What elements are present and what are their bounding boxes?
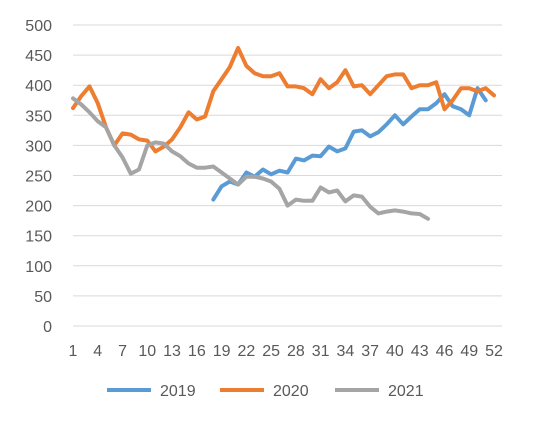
x-tick-label: 25 <box>262 343 280 360</box>
x-tick-label: 37 <box>361 343 379 360</box>
x-tick-label: 52 <box>485 343 503 360</box>
x-tick-label: 19 <box>213 343 231 360</box>
legend-label-2019: 2019 <box>160 383 196 400</box>
legend-label-2020: 2020 <box>273 383 309 400</box>
y-tick-label: 500 <box>25 18 52 35</box>
x-tick-label: 31 <box>312 343 330 360</box>
y-tick-label: 300 <box>25 138 52 155</box>
x-tick-label: 28 <box>287 343 305 360</box>
x-tick-label: 34 <box>337 343 355 360</box>
series-line-2021 <box>71 96 430 221</box>
y-tick-label: 150 <box>25 229 52 246</box>
x-tick-label: 49 <box>460 343 478 360</box>
y-tick-label: 200 <box>25 199 52 216</box>
y-tick-label: 250 <box>25 169 52 186</box>
y-tick-label: 450 <box>25 48 52 65</box>
y-tick-label: 400 <box>25 78 52 95</box>
x-tick-label: 43 <box>411 343 429 360</box>
y-axis: 0 50 100 150 200 250 300 350 400 450 500 <box>25 18 52 336</box>
x-tick-label: 22 <box>237 343 255 360</box>
x-tick-label: 13 <box>163 343 181 360</box>
y-tick-label: 350 <box>25 108 52 125</box>
x-tick-label: 16 <box>188 343 206 360</box>
x-tick-label: 46 <box>436 343 454 360</box>
x-axis: 1 4 7 10 13 16 19 22 25 28 31 34 37 40 43 46 49 52 <box>69 343 503 360</box>
x-tick-label: 10 <box>138 343 156 360</box>
y-tick-label: 0 <box>43 319 52 336</box>
y-tick-label: 50 <box>34 289 52 306</box>
x-tick-label: 40 <box>386 343 404 360</box>
gridlines <box>73 24 502 327</box>
x-tick-label: 4 <box>93 343 102 360</box>
plot-area <box>71 45 496 221</box>
y-tick-label: 100 <box>25 259 52 276</box>
legend-label-2021: 2021 <box>388 383 424 400</box>
series-line-2020 <box>71 45 496 154</box>
x-tick-label: 7 <box>118 343 127 360</box>
x-tick-label: 1 <box>69 343 78 360</box>
legend: 2019 2020 2021 <box>107 383 424 400</box>
